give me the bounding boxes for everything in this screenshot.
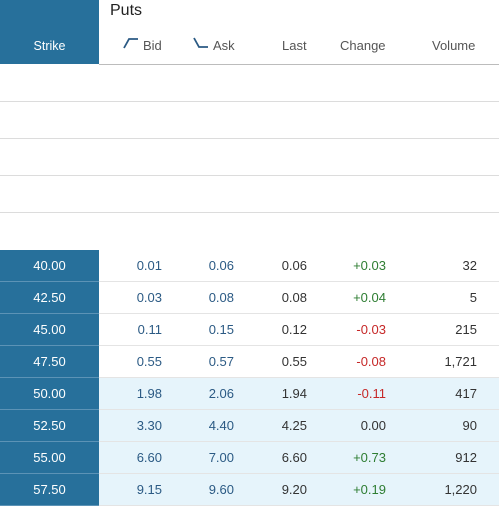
volume-cell: 417 [455, 386, 477, 401]
volume-cell: 32 [462, 258, 477, 273]
bid-cell: 1.98 [136, 386, 162, 401]
change-cell: -0.08 [356, 354, 386, 369]
last-cell: 0.06 [281, 258, 307, 273]
empty-row [0, 213, 499, 250]
bid-column-header[interactable]: Bid [123, 37, 162, 54]
volume-cell: 1,721 [444, 354, 477, 369]
strike-column-header[interactable]: Strike [33, 39, 66, 53]
volume-cell: 90 [462, 418, 477, 433]
last-cell: 9.20 [281, 482, 307, 497]
change-cell: -0.03 [356, 322, 386, 337]
strike-cell[interactable]: 45.00 [0, 314, 99, 346]
strike-cell[interactable]: 50.00 [0, 378, 99, 410]
bid-cell: 0.55 [136, 354, 162, 369]
ask-cell: 9.60 [208, 482, 234, 497]
empty-row [0, 176, 499, 213]
ask-cell: 0.15 [208, 322, 234, 337]
empty-row [0, 65, 499, 102]
ask-cell: 0.08 [208, 290, 234, 305]
table-row[interactable]: 42.50 0.03 0.08 0.08 +0.04 5 [0, 282, 499, 314]
volume-cell: 1,220 [444, 482, 477, 497]
last-column-header[interactable]: Last [282, 38, 307, 53]
ask-cell: 7.00 [208, 450, 234, 465]
bid-cell: 0.01 [136, 258, 162, 273]
last-cell: 6.60 [281, 450, 307, 465]
sort-descending-icon [193, 37, 209, 53]
change-cell: +0.73 [353, 450, 386, 465]
ask-cell: 4.40 [208, 418, 234, 433]
table-row[interactable]: 47.50 0.55 0.57 0.55 -0.08 1,721 [0, 346, 499, 378]
strike-header-cell [0, 0, 99, 64]
change-cell: +0.19 [353, 482, 386, 497]
bid-cell: 9.15 [136, 482, 162, 497]
ask-column-header[interactable]: Ask [193, 37, 235, 54]
ask-cell: 2.06 [208, 386, 234, 401]
table-row[interactable]: 45.00 0.11 0.15 0.12 -0.03 215 [0, 314, 499, 346]
ask-cell: 0.06 [208, 258, 234, 273]
ask-column-label: Ask [213, 38, 235, 53]
last-cell: 0.08 [281, 290, 307, 305]
volume-cell: 5 [469, 290, 477, 305]
ask-cell: 0.57 [208, 354, 234, 369]
last-cell: 4.25 [281, 418, 307, 433]
table-row[interactable]: 57.50 9.15 9.60 9.20 +0.19 1,220 [0, 474, 499, 506]
change-column-header[interactable]: Change [340, 38, 386, 53]
table-row[interactable]: 52.50 3.30 4.40 4.25 0.00 90 [0, 410, 499, 442]
empty-row [0, 139, 499, 176]
bid-column-label: Bid [143, 38, 162, 53]
empty-row [0, 102, 499, 139]
strike-cell[interactable]: 52.50 [0, 410, 99, 442]
last-cell: 0.55 [281, 354, 307, 369]
strike-cell[interactable]: 47.50 [0, 346, 99, 378]
strike-cell[interactable]: 55.00 [0, 442, 99, 474]
strike-cell[interactable]: 40.00 [0, 250, 99, 282]
table-row[interactable]: 40.00 0.01 0.06 0.06 +0.03 32 [0, 250, 499, 282]
bid-cell: 0.11 [137, 322, 162, 337]
strike-cell[interactable]: 57.50 [0, 474, 99, 506]
puts-section-title: Puts [110, 2, 143, 19]
change-cell: 0.00 [360, 418, 386, 433]
volume-cell: 912 [455, 450, 477, 465]
sort-ascending-icon [123, 37, 139, 53]
bid-cell: 0.03 [136, 290, 162, 305]
options-table-header: Puts Strike Bid Ask Last Change Volume [0, 0, 499, 64]
header-divider-left [0, 64, 99, 65]
volume-column-header[interactable]: Volume [432, 38, 476, 53]
change-cell: +0.03 [353, 258, 386, 273]
bid-cell: 6.60 [136, 450, 162, 465]
bid-cell: 3.30 [136, 418, 162, 433]
volume-cell: 215 [455, 322, 477, 337]
change-cell: -0.11 [357, 386, 386, 401]
strike-cell[interactable]: 42.50 [0, 282, 99, 314]
last-cell: 0.12 [281, 322, 307, 337]
change-cell: +0.04 [353, 290, 386, 305]
table-row[interactable]: 55.00 6.60 7.00 6.60 +0.73 912 [0, 442, 499, 474]
header-divider [99, 64, 499, 65]
last-cell: 1.94 [281, 386, 307, 401]
table-row[interactable]: 50.00 1.98 2.06 1.94 -0.11 417 [0, 378, 499, 410]
